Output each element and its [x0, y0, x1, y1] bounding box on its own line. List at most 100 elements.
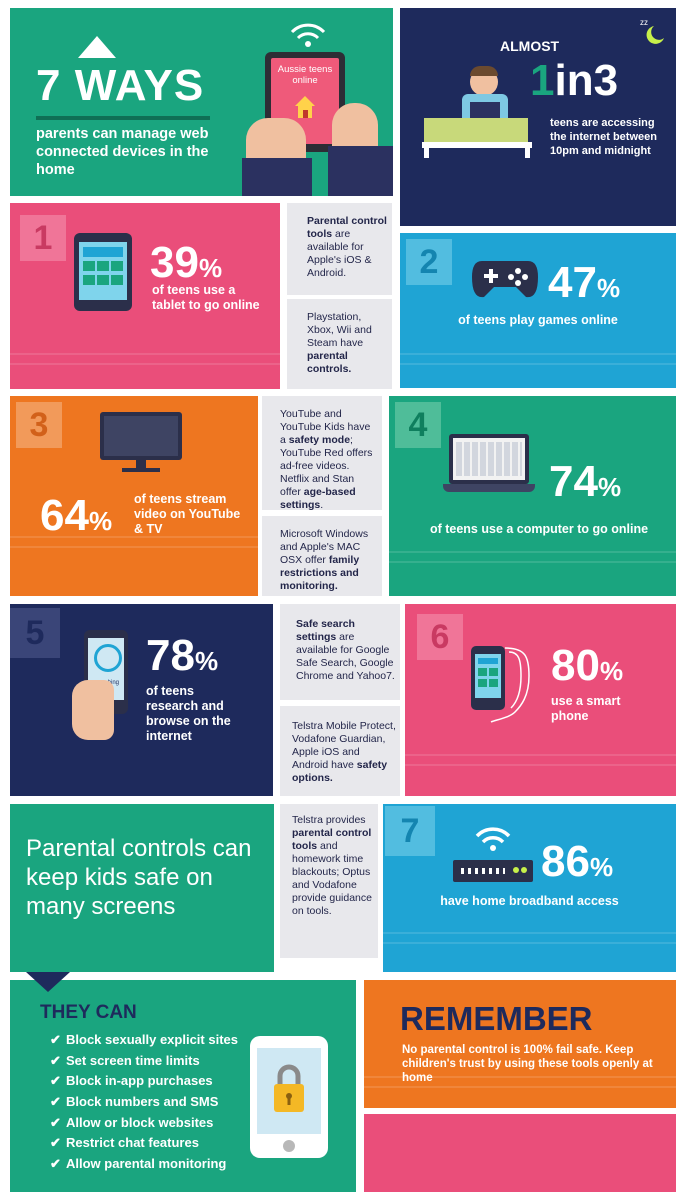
they-can-item-text: Restrict chat features [66, 1135, 199, 1150]
almost-text: teens are accessing the internet between… [550, 117, 657, 157]
big-stat-one: 1 [530, 56, 555, 105]
item-number-7: 7 [385, 806, 435, 856]
item-number-2: 2 [406, 239, 452, 285]
gamepad-icon [470, 257, 540, 301]
padlock-phone-illustration [250, 1036, 328, 1158]
item-percent-3: 64% [40, 494, 112, 543]
item-number-5: 5 [10, 608, 60, 658]
percent-value-3: 64 [40, 491, 89, 540]
note-7-plain1: Telstra provides [292, 814, 366, 826]
item-percent-7: 86% [541, 840, 613, 889]
note-3b: Microsoft Windows and Apple's MAC OSX of… [280, 528, 376, 593]
remember-text: No parental control is 100% fail safe. K… [402, 1044, 653, 1084]
note-5b-bold: safety options. [292, 759, 388, 784]
remember-title: REMEMBER [400, 1000, 593, 1037]
bottom-pink-panel [364, 1114, 676, 1192]
almost-panel: zz ALMOST 1in3 teens are accessing the i… [400, 8, 676, 226]
note-5a: Safe search settings are available for G… [296, 618, 396, 683]
they-can-title: THEY CAN [40, 1002, 137, 1023]
item-caption-7: have home broadband access [440, 894, 619, 908]
they-can-item: ✔ Allow or block websites [50, 1115, 213, 1131]
note-1a-rest: are available for Apple's iOS & Android. [307, 228, 372, 279]
item-number-3: 3 [16, 402, 62, 448]
note-panel-1b: Playstation, Xbox, Wii and Steam have pa… [287, 299, 392, 389]
item-percent-6: 80% [551, 644, 623, 693]
percent-value-6: 80 [551, 641, 600, 690]
note-5b-plain: Telstra Mobile Protect, Vodafone Guardia… [292, 720, 396, 771]
note-3a-bold2: age-based settings [280, 486, 356, 510]
check-icon: ✔ [50, 1135, 61, 1150]
they-can-item: ✔ Block sexually explicit sites [50, 1032, 238, 1048]
note-3a-bold1: safety mode [288, 434, 351, 446]
they-can-item-text: Block in-app purchases [66, 1073, 213, 1088]
remember-panel: REMEMBER No parental control is 100% fai… [364, 980, 676, 1108]
check-icon: ✔ [50, 1073, 61, 1088]
percent-value-7: 86 [541, 837, 590, 886]
item-number-1: 1 [20, 215, 66, 261]
note-panel-3a: YouTube and YouTube Kids have a safety m… [262, 396, 382, 510]
stat-panel-6: 6 80% use a smart phone [405, 604, 676, 796]
percent-symbol-3: % [88, 506, 113, 536]
note-1b: Playstation, Xbox, Wii and Steam have pa… [307, 311, 387, 376]
tablet-icon [74, 233, 132, 311]
they-can-item: ✔ Set screen time limits [50, 1053, 200, 1069]
tablet-screen-text: Aussie teens online [277, 64, 333, 86]
note-panel-1a: Parental control tools are available for… [287, 203, 392, 295]
item-percent-4: 74% [549, 460, 621, 509]
up-arrow-icon [78, 36, 116, 58]
smartphone-icon [471, 646, 539, 726]
router-icon [453, 824, 533, 888]
note-5a-bold: Safe search settings [296, 618, 355, 643]
note-5b: Telstra Mobile Protect, Vodafone Guardia… [292, 720, 396, 785]
note-7: Telstra provides parental control tools … [292, 814, 376, 918]
they-can-item: ✔ Block in-app purchases [50, 1073, 213, 1089]
they-can-item: ✔ Allow parental monitoring [50, 1156, 226, 1172]
note-7-bold: parental control tools [292, 827, 372, 852]
check-icon: ✔ [50, 1053, 61, 1068]
note-panel-7: Telstra provides parental control tools … [280, 804, 378, 958]
item-percent-1: 39% [150, 241, 222, 290]
percent-symbol-6: % [599, 656, 624, 686]
percent-symbol-1: % [198, 253, 223, 283]
stat-panel-1: 1 39% of teens use a tablet to go online [10, 203, 280, 389]
check-icon: ✔ [50, 1032, 61, 1047]
note-3a-plain3: . [320, 499, 324, 510]
item-number-6: 6 [417, 614, 463, 660]
check-icon: ✔ [50, 1156, 61, 1171]
parental-text: Parental controls can keep kids safe on … [26, 835, 252, 920]
they-can-item: ✔ Restrict chat features [50, 1135, 199, 1151]
percent-symbol-4: % [597, 472, 622, 502]
item-caption-4: of teens use a computer to go online [429, 522, 649, 536]
title-underline [36, 116, 210, 120]
page-title: 7 WAYS [36, 61, 205, 110]
zzz-moon-icon: zz [638, 16, 666, 44]
house-icon [293, 94, 317, 120]
item-caption-2: of teens play games online [458, 313, 618, 327]
bed-illustration [422, 66, 532, 158]
svg-text:zz: zz [640, 18, 648, 27]
big-stat-in3: in3 [554, 56, 619, 105]
they-can-item-text: Allow or block websites [66, 1115, 214, 1130]
header-panel: 7 WAYS parents can manage web connected … [10, 8, 393, 196]
wifi-icon [288, 20, 328, 48]
percent-symbol-7: % [589, 852, 614, 882]
percent-value-4: 74 [549, 457, 598, 506]
item-caption-1: of teens use a tablet to go online [152, 283, 260, 312]
check-icon: ✔ [50, 1115, 61, 1130]
note-3b-plain: Microsoft Windows and Apple's MAC OSX of… [280, 528, 369, 566]
note-panel-3b: Microsoft Windows and Apple's MAC OSX of… [262, 516, 382, 596]
tv-icon [100, 412, 182, 474]
stat-panel-3: 3 64% of teens stream video on YouTube &… [10, 396, 258, 596]
item-number-4: 4 [395, 402, 441, 448]
down-arrow-icon [26, 972, 70, 992]
note-panel-5a: Safe search settings are available for G… [280, 604, 400, 700]
percent-value-5: 78 [146, 631, 195, 680]
item-caption-3: of teens stream video on YouTube & TV [134, 492, 241, 536]
note-3a-plain2: ; YouTube Red offers ad-free videos. Net… [280, 434, 373, 498]
percent-symbol-2: % [596, 273, 621, 303]
stat-panel-2: 2 47% of teens play games online [400, 233, 676, 388]
item-percent-5: 78% [146, 634, 218, 683]
note-5a-rest: are available for Google Safe Search, Go… [296, 631, 395, 682]
parental-panel: Parental controls can keep kids safe on … [10, 804, 274, 972]
laptop-icon [443, 434, 535, 500]
